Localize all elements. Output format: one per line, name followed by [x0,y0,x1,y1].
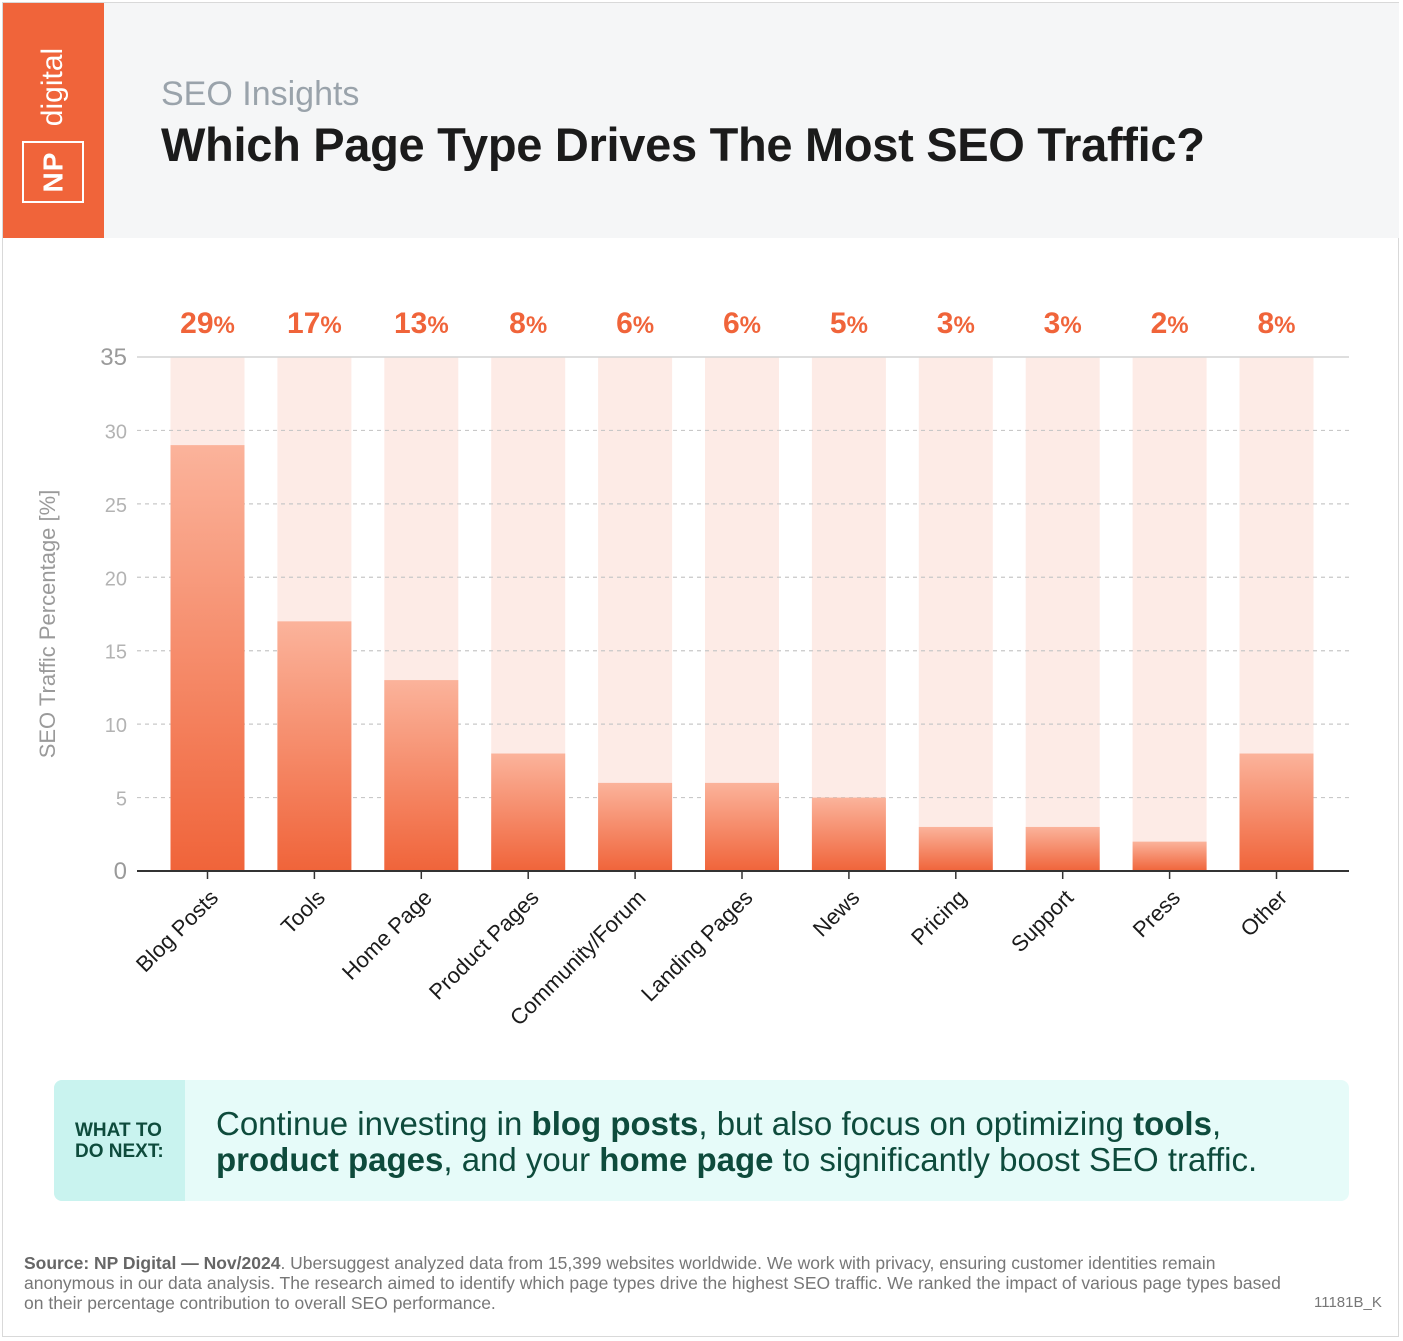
x-tick-label-landing-pages: Landing Pages [636,885,757,1006]
data-label-value: 5 [830,307,847,340]
bar-bg-pricing [918,357,993,871]
x-tick-label-home-page: Home Page [337,885,437,985]
y-tick-label-35: 35 [100,344,127,371]
data-label-value: 2 [1151,307,1168,340]
data-label-product-pages: 8% [509,307,547,340]
callout-bold-home-page: home page [599,1141,774,1178]
data-label-percent: % [1060,312,1081,339]
y-tick-label-15: 15 [105,642,127,664]
y-tick-label-30: 30 [105,421,127,443]
data-label-value: 8 [1257,307,1274,340]
bar-support [1025,826,1100,871]
data-label-other: 8% [1257,307,1295,340]
graphic-code: 11181B_K [1314,1294,1382,1311]
data-label-community-forum: 6% [616,307,654,340]
bar-blog-posts [170,445,245,871]
x-tick-label-blog-posts: Blog Posts [131,885,223,977]
callout-text-5: to significantly boost SEO traffic. [773,1141,1258,1178]
data-label-value: 13 [394,307,427,340]
data-label-news: 5% [830,307,868,340]
data-label-home-page: 13% [394,307,449,340]
source-label: Source: NP Digital — Nov/2024 [24,1253,281,1273]
bar-bg-news [811,357,886,871]
page-title: Which Page Type Drives The Most SEO Traf… [161,118,1205,171]
data-label-pricing: 3% [937,307,975,340]
data-label-value: 17 [287,307,320,340]
callout-bold-tools: tools [1133,1105,1212,1142]
callout-text-3: , [1211,1105,1222,1142]
source-text: . Ubersuggest analyzed data from 15,399 … [24,1253,1281,1313]
y-tick-label-20: 20 [105,568,127,590]
callout-text-1: Continue investing in [216,1105,532,1142]
bar-pricing [918,826,993,871]
source-note: Source: NP Digital — Nov/2024. Ubersugge… [24,1253,1294,1313]
callout-text: Continue investing in blog posts, but al… [216,1106,1336,1178]
data-label-value: 8 [509,307,526,340]
x-tick-label-press: Press [1128,885,1185,942]
x-tick-label-support: Support [1006,885,1078,957]
x-tick-label-product-pages: Product Pages [424,885,544,1005]
data-label-percent: % [740,312,761,339]
bars [170,445,1314,871]
data-label-percent: % [633,312,654,339]
y-tick-label-5: 5 [116,789,127,811]
data-label-percent: % [1167,312,1188,339]
callout-bold-product-pages: product pages [216,1141,444,1178]
callout-bold-blog-posts: blog posts [531,1105,699,1142]
data-label-percent: % [526,312,547,339]
subtitle: SEO Insights [161,75,360,113]
x-tick-label-other: Other [1235,885,1292,942]
data-label-value: 6 [723,307,740,340]
callout-tag-line2: DO NEXT: [75,1140,164,1162]
data-label-percent: % [320,312,341,339]
y-tick-label-25: 25 [105,495,127,517]
callout-text-4: , and your [443,1141,600,1178]
data-label-value: 29 [180,307,213,340]
data-label-value: 3 [1044,307,1061,340]
callout-text-2: , but also focus on optimizing [698,1105,1134,1142]
x-tick-label-pricing: Pricing [906,885,971,950]
bar-chart: 29% Blog Posts 17% Tools 13% Home Page 8% Produ… [35,307,1349,1030]
axes [137,870,1349,879]
bar-product-pages [491,753,566,871]
data-label-percent: % [847,312,868,339]
callout-tag-line1: WHAT TO [75,1119,162,1141]
data-label-landing-pages: 6% [723,307,761,340]
y-axis-title: SEO Traffic Percentage [%] [35,490,60,759]
data-label-percent: % [427,312,448,339]
header-band: SEO Insights Which Page Type Drives The … [3,3,1399,238]
bar-news [811,797,886,871]
data-label-tools: 17% [287,307,342,340]
data-label-value: 3 [937,307,954,340]
bar-community-forum [598,782,673,871]
what-to-do-next-callout: WHAT TO DO NEXT: Continue investing in b… [54,1080,1349,1201]
y-tick-label-10: 10 [105,715,127,737]
bar-other [1239,753,1314,871]
y-tick-label-0: 0 [114,858,127,885]
callout-tag: WHAT TO DO NEXT: [54,1080,185,1201]
x-tick-label-tools: Tools [276,885,330,939]
bar-landing-pages [705,782,779,871]
data-label-percent: % [214,312,235,339]
bar-bg-support [1025,357,1100,871]
data-label-press: 2% [1151,307,1189,340]
data-label-percent: % [953,312,974,339]
logo-np-box: NP [22,141,84,203]
bar-bg-press [1132,357,1207,871]
bar-home-page [384,680,459,871]
bar-tools [277,621,352,871]
data-label-support: 3% [1044,307,1082,340]
data-label-blog-posts: 29% [180,307,235,340]
x-tick-label-news: News [808,885,865,942]
data-label-value: 6 [616,307,633,340]
data-label-percent: % [1274,312,1295,339]
np-digital-logo: digital NP [3,3,104,238]
bar-press [1132,841,1207,871]
